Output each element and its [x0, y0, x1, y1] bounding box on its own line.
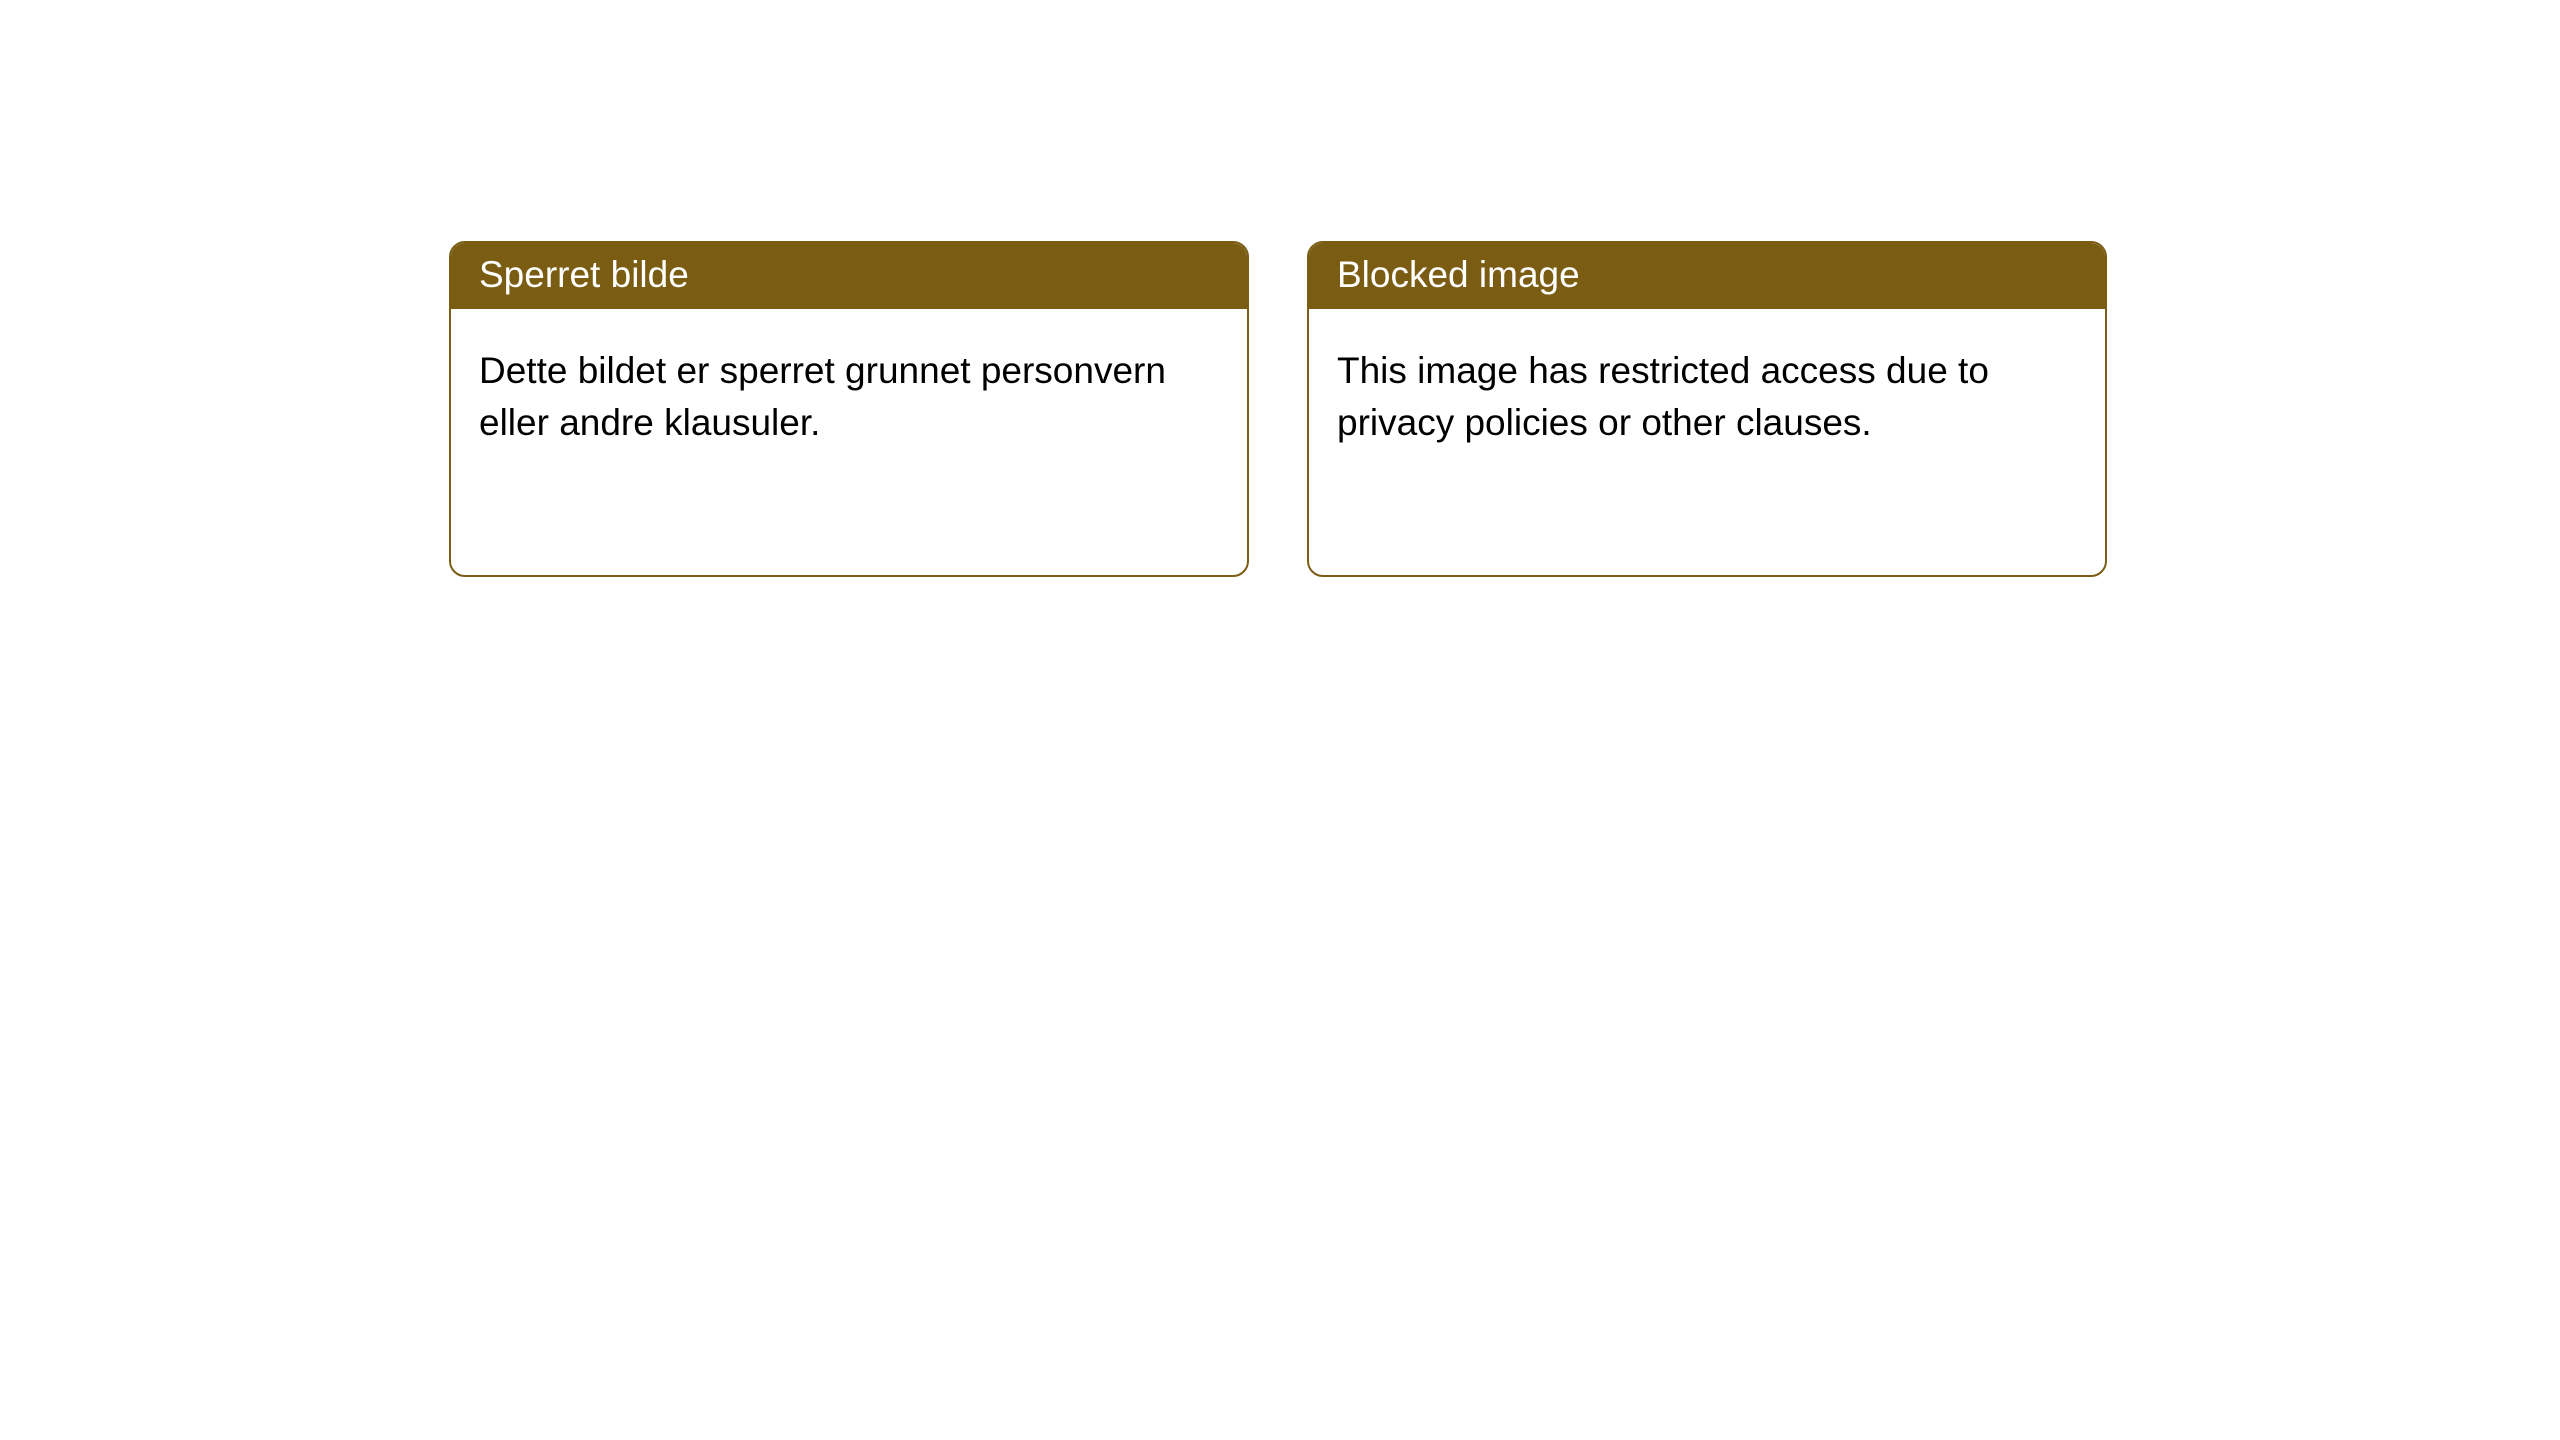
notice-card-english: Blocked image This image has restricted …	[1307, 241, 2107, 577]
notice-header: Sperret bilde	[451, 243, 1247, 309]
notice-card-norwegian: Sperret bilde Dette bildet er sperret gr…	[449, 241, 1249, 577]
notice-body: This image has restricted access due to …	[1309, 309, 2105, 485]
notice-body: Dette bildet er sperret grunnet personve…	[451, 309, 1247, 485]
notice-header: Blocked image	[1309, 243, 2105, 309]
notice-container: Sperret bilde Dette bildet er sperret gr…	[449, 241, 2107, 577]
